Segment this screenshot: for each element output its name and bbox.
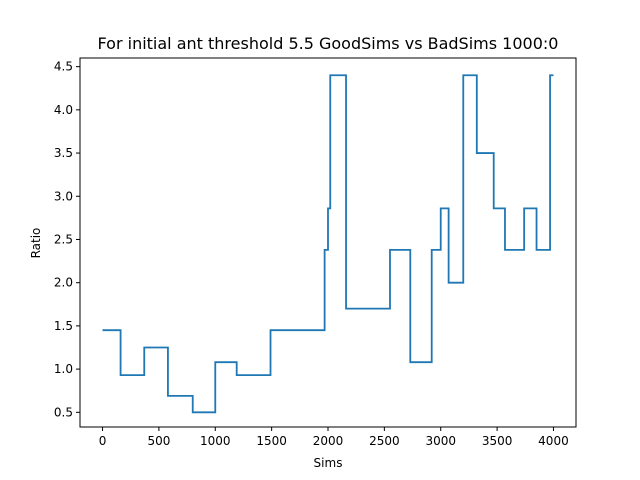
x-tick-label: 2000	[313, 434, 344, 448]
y-tick-label: 0.5	[54, 405, 73, 419]
x-tick-label: 1000	[200, 434, 231, 448]
y-tick-label: 3.0	[54, 189, 73, 203]
y-tick-label: 1.0	[54, 362, 73, 376]
x-axis-label: Sims	[314, 456, 343, 470]
y-tick-label: 2.5	[54, 232, 73, 246]
y-tick-label: 1.5	[54, 319, 73, 333]
x-tick-label: 4000	[538, 434, 569, 448]
series-line	[102, 74, 554, 414]
y-axis-label: Ratio	[29, 228, 43, 259]
chart-title: For initial ant threshold 5.5 GoodSims v…	[98, 34, 559, 53]
x-tick-label: 3500	[482, 434, 513, 448]
x-tick-label: 500	[147, 434, 170, 448]
y-tick-label: 4.5	[54, 60, 73, 74]
y-tick-label: 2.0	[54, 276, 73, 290]
x-tick-label: 3000	[425, 434, 456, 448]
y-axis: 0.5 1.0 1.5 2.0 2.5 3.0 3.5 4.0 4.5	[54, 60, 80, 419]
x-axis: 0 500 1000 1500 2000 2500 3000 3500 4000	[99, 427, 569, 448]
x-tick-label: 1500	[256, 434, 287, 448]
x-tick-label: 0	[99, 434, 107, 448]
y-tick-label: 4.0	[54, 103, 73, 117]
x-tick-label: 2500	[369, 434, 400, 448]
y-tick-label: 3.5	[54, 146, 73, 160]
